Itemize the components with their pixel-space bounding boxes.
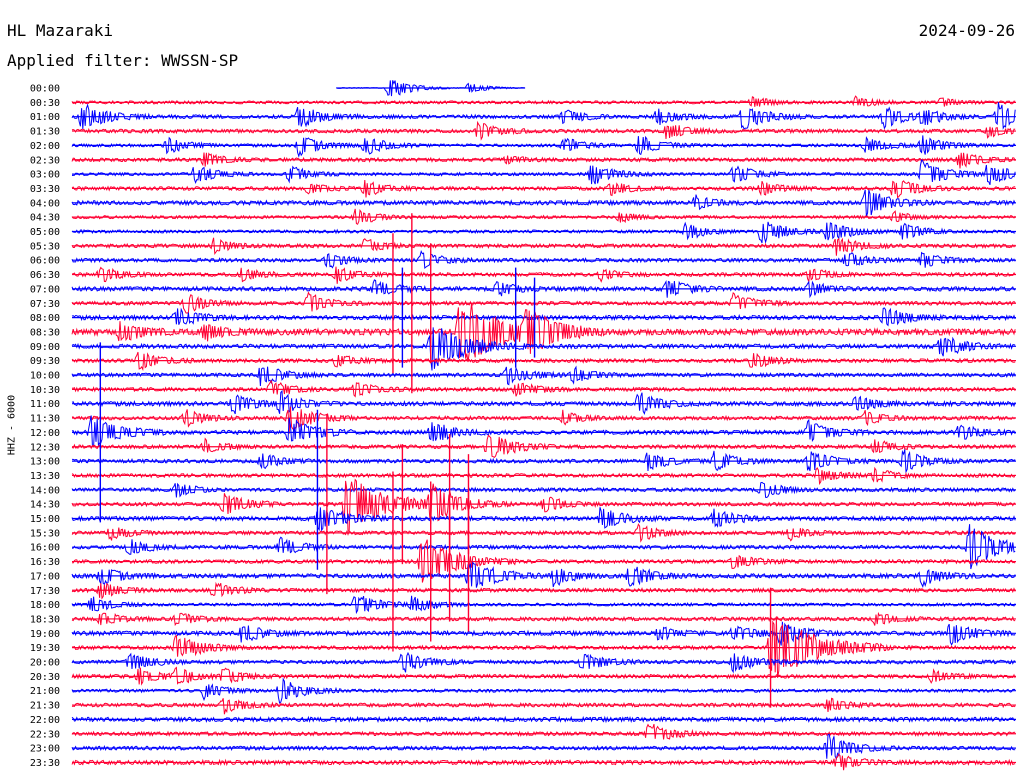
trace-row	[71, 621, 1016, 646]
trace-row	[71, 415, 1016, 448]
trace-row	[71, 266, 1016, 284]
trace-row	[71, 539, 1016, 583]
trace-row	[71, 507, 1016, 532]
trace-row	[71, 179, 1016, 199]
row-time-label: 07:30	[30, 299, 60, 310]
trace-row	[71, 120, 1016, 141]
row-time-label: 15:00	[30, 514, 60, 525]
row-time-label: 05:30	[30, 241, 60, 252]
trace-row	[71, 478, 1016, 532]
row-time-label: 10:30	[30, 385, 60, 396]
row-time-label: 12:30	[30, 442, 60, 453]
row-time-label: 11:30	[30, 414, 60, 425]
row-time-label: 20:30	[30, 672, 60, 683]
trace-row	[71, 406, 1016, 434]
trace-row	[71, 351, 1016, 372]
row-time-label: 00:30	[30, 98, 60, 109]
trace-row	[71, 379, 1016, 398]
trace-row	[71, 152, 1016, 169]
date-label: 2024-09-26	[918, 21, 1015, 40]
row-time-label: 00:00	[30, 84, 60, 95]
row-time-label: 22:30	[30, 729, 60, 740]
row-time-label: 20:00	[30, 658, 60, 669]
trace-row	[71, 389, 1016, 415]
trace-row	[71, 434, 1016, 459]
trace-row	[71, 327, 1016, 371]
row-time-label: 02:30	[30, 155, 60, 166]
row-time-label: 02:00	[30, 141, 60, 152]
trace-row	[71, 250, 1016, 270]
row-time-label: 04:00	[30, 198, 60, 209]
row-time-label: 17:30	[30, 586, 60, 597]
trace-row	[71, 135, 1016, 158]
trace-row	[71, 279, 1016, 299]
trace-row	[71, 581, 1016, 600]
row-time-label: 18:30	[30, 614, 60, 625]
row-time-label: 03:30	[30, 184, 60, 195]
row-time-label: 05:00	[30, 227, 60, 238]
row-time-label: 22:00	[30, 715, 60, 726]
row-time-label: 08:30	[30, 327, 60, 338]
row-time-label: 17:00	[30, 571, 60, 582]
row-time-label: 12:00	[30, 428, 60, 439]
station-name: HL Mazaraki	[7, 21, 113, 40]
trace-row	[71, 302, 1016, 363]
trace-row	[71, 677, 1016, 704]
filter-label: Applied filter: WWSSN-SP	[7, 51, 239, 70]
row-time-label: 14:30	[30, 500, 60, 511]
row-time-label: 11:00	[30, 399, 60, 410]
row-time-label: 23:00	[30, 744, 60, 755]
row-time-label: 14:00	[30, 485, 60, 496]
row-time-label: 09:30	[30, 356, 60, 367]
row-time-label: 15:30	[30, 528, 60, 539]
row-time-label: 01:00	[30, 112, 60, 123]
trace-row	[71, 733, 1016, 761]
row-time-label: 08:00	[30, 313, 60, 324]
trace-row	[71, 102, 1016, 130]
trace-row	[71, 365, 1016, 387]
trace-row	[71, 616, 1016, 678]
row-time-label: 07:00	[30, 284, 60, 295]
trace-row	[71, 291, 1016, 314]
row-time-label: 04:30	[30, 213, 60, 224]
trace-row	[71, 595, 1016, 615]
trace-row	[71, 237, 1016, 256]
row-time-label: 19:30	[30, 643, 60, 654]
trace-row	[71, 95, 1016, 107]
trace-row	[71, 466, 1016, 486]
trace-row	[71, 666, 1016, 686]
row-time-label: 06:00	[30, 256, 60, 267]
trace-row	[71, 753, 1016, 771]
row-time-label: 21:00	[30, 686, 60, 697]
trace-row	[71, 208, 1016, 225]
trace-row	[71, 189, 1016, 217]
trace-row	[71, 523, 1016, 543]
trace-row	[71, 524, 1016, 570]
row-time-label: 09:00	[30, 342, 60, 353]
row-time-label: 21:30	[30, 701, 60, 712]
row-time-label: 16:00	[30, 543, 60, 554]
trace-row	[71, 651, 1016, 674]
trace-row	[71, 561, 1016, 588]
row-time-label: 19:00	[30, 629, 60, 640]
trace-row	[71, 481, 1016, 499]
row-time-label: 23:30	[30, 758, 60, 769]
row-time-label: 10:00	[30, 371, 60, 382]
row-time-label: 13:30	[30, 471, 60, 482]
row-time-label: 01:30	[30, 127, 60, 138]
trace-row	[71, 715, 1016, 724]
trace-row	[71, 697, 1016, 715]
trace-row	[71, 723, 1016, 740]
row-time-label: 06:30	[30, 270, 60, 281]
row-time-label: 03:00	[30, 170, 60, 181]
row-time-label: 18:00	[30, 600, 60, 611]
row-time-label: 16:30	[30, 557, 60, 568]
trace-row	[71, 307, 1016, 327]
trace-row	[71, 159, 1016, 185]
row-time-label: 13:00	[30, 457, 60, 468]
trace-row	[71, 611, 1016, 627]
